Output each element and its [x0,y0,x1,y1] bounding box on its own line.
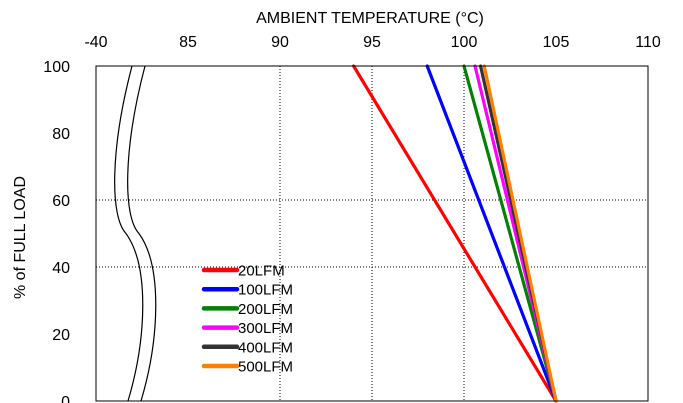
series-line-20lfm [352,64,558,403]
series-lines [352,64,558,403]
legend: 20LFM 100LFM 200LFM 300LFM 400LFM 500LFM [201,263,293,376]
series-line-500lfm [482,64,558,403]
x-tick-label: 100 [451,34,478,51]
grid-lines [96,66,648,401]
x-tick-labels: -40 85 90 95 100 105 110 [84,34,660,51]
y-tick-label: 60 [52,193,70,210]
axis-break [114,65,157,402]
y-tick-label: 20 [52,327,70,344]
x-axis-title: AMBIENT TEMPERATURE (°C) [256,10,484,27]
break-line-right [127,65,157,402]
y-tick-label: 0 [61,394,70,403]
y-axis-title: % of FULL LOAD [12,176,29,299]
x-tick-label: -40 [84,34,107,51]
legend-label: 100LFM [238,282,293,299]
x-tick-label: 85 [179,34,197,51]
plot-frame [95,65,649,402]
x-tick-label: 95 [363,34,381,51]
x-tick-label: 105 [543,34,570,51]
x-tick-label: 90 [271,34,289,51]
series-line-200lfm [462,64,558,403]
y-tick-label: 40 [52,260,70,277]
x-tick-label: 110 [635,34,661,51]
legend-label: 500LFM [238,359,293,376]
series-line-100lfm [425,64,558,403]
y-tick-label: 80 [52,126,70,143]
legend-label: 200LFM [238,301,293,318]
break-line-left [114,65,144,402]
legend-label: 300LFM [238,320,293,337]
legend-label: 20LFM [238,263,285,280]
y-tick-label: 100 [43,59,70,76]
legend-label: 400LFM [238,339,293,356]
y-tick-labels: 0 20 40 60 80 100 [43,59,70,403]
